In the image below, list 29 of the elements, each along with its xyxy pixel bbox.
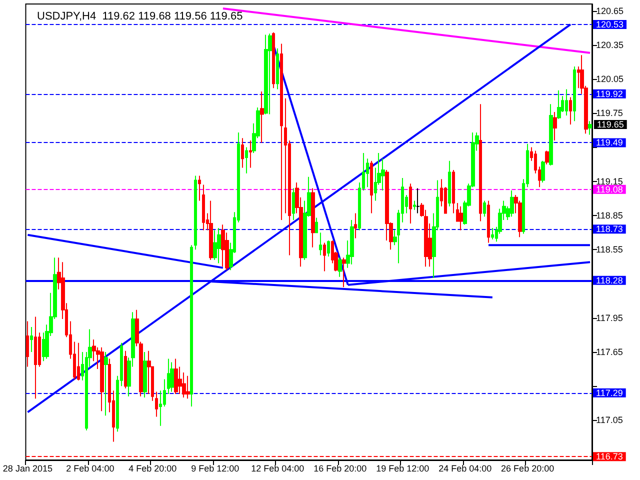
x-tick-label: 24 Feb 04:00 [438,464,492,474]
y-tick-label: 117.65 [596,346,623,357]
ref-line-label: 118.28 [596,275,623,286]
x-tick-label: 16 Feb 20:00 [314,464,367,474]
y-tick-label: 119.75 [596,108,623,118]
x-tick-label: 26 Feb 20:00 [501,464,554,474]
x-tick-label: 19 Feb 12:00 [376,464,430,474]
x-tick-label: 12 Feb 04:00 [251,464,304,474]
y-tick-label: 119.15 [596,176,623,186]
y-tick-label: 117.95 [596,312,623,323]
ref-line-label: 118.73 [596,224,623,234]
ref-line-label: 119.49 [596,138,623,148]
y-tick-label: 120.35 [596,40,624,50]
y-tick-label: 120.65 [596,6,624,16]
x-tick-label: 2 Feb 04:00 [66,464,114,474]
x-tick-label: 4 Feb 20:00 [128,464,177,474]
ref-line-label: 117.29 [596,388,623,398]
text: 119.65 [597,120,624,130]
x-tick-label: 9 Feb 12:00 [191,464,240,474]
ref-line-label: 120.53 [596,19,624,30]
text: USDJPY,H4 119.62 119.68 119.56 119.65 [37,10,243,22]
y-tick-label: 118.85 [596,210,623,221]
ref-line-label: 119.08 [596,184,623,194]
ref-line-label: 116.73 [596,452,623,462]
y-tick-label: 118.55 [596,244,623,255]
y-tick-label: 120.05 [596,74,624,84]
ref-line-label: 119.92 [596,88,623,99]
x-tick-label: 28 Jan 2015 [2,464,52,474]
y-tick-label: 117.05 [596,415,623,426]
